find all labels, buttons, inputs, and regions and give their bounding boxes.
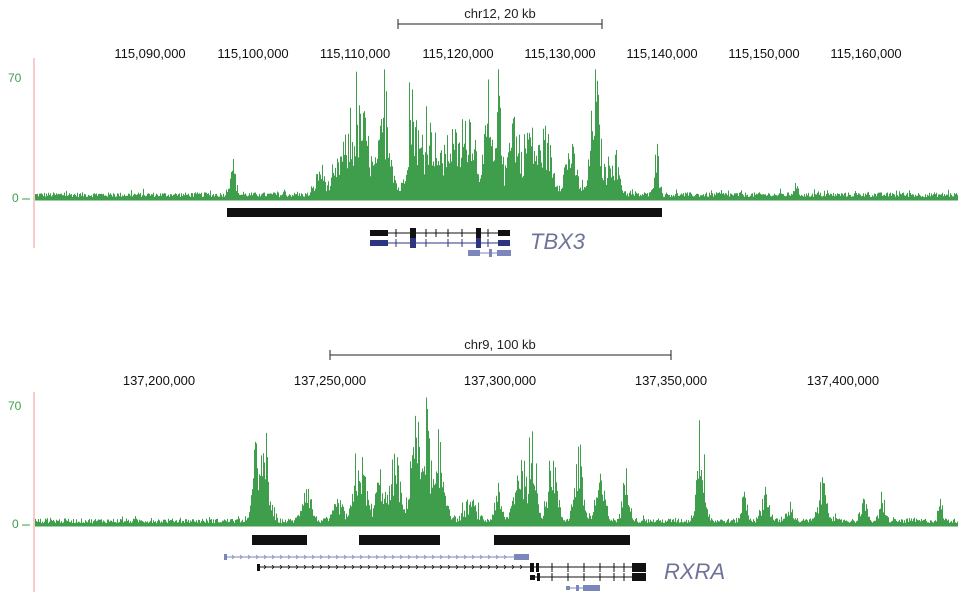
peak-region xyxy=(252,535,307,545)
coordinate-tick: 115,160,000 xyxy=(830,46,901,61)
transcript-4 xyxy=(566,585,600,591)
signal-profile xyxy=(35,398,958,527)
coordinate-tick: 115,130,000 xyxy=(524,46,595,61)
coordinate-axis: 137,200,000 137,250,000 137,300,000 137,… xyxy=(123,373,879,388)
transcript-2 xyxy=(370,238,510,248)
coordinate-tick: 115,140,000 xyxy=(626,46,697,61)
coordinate-tick: 137,400,000 xyxy=(807,373,879,388)
coordinate-tick: 137,250,000 xyxy=(294,373,366,388)
coordinate-tick: 115,110,000 xyxy=(320,46,390,61)
transcript-1 xyxy=(370,228,510,238)
scale-label: chr12, 20 kb xyxy=(464,6,536,21)
coordinate-tick: 115,150,000 xyxy=(728,46,799,61)
signal-profile xyxy=(35,69,958,200)
transcript-3 xyxy=(468,249,511,257)
coordinate-tick: 137,350,000 xyxy=(635,373,707,388)
signal-track xyxy=(35,398,958,527)
y-max-label: 70 xyxy=(8,399,22,413)
peak-region xyxy=(494,535,630,545)
coordinate-tick: 115,100,000 xyxy=(217,46,288,61)
gene-label: TBX3 xyxy=(530,229,586,254)
transcript-2 xyxy=(257,563,646,572)
y-min-label: 0 xyxy=(12,517,19,531)
signal-track xyxy=(35,69,958,200)
gene-model-tbx3 xyxy=(370,228,511,257)
peak-regions xyxy=(252,535,630,545)
gene-model-rxra xyxy=(224,554,646,591)
coordinate-tick: 137,200,000 xyxy=(123,373,195,388)
coordinate-tick: 115,090,000 xyxy=(114,46,185,61)
scale-label: chr9, 100 kb xyxy=(464,337,536,352)
panel-tbx3: chr12, 20 kb 115,090,000 115,100,000 115… xyxy=(8,6,958,257)
coordinate-tick: 115,120,000 xyxy=(422,46,493,61)
peak-region xyxy=(227,208,662,217)
transcript-1 xyxy=(224,554,529,560)
coordinate-tick: 137,300,000 xyxy=(464,373,536,388)
coordinate-axis: 115,090,000 115,100,000 115,110,000 115,… xyxy=(114,46,901,61)
panel-rxra: chr9, 100 kb 137,200,000 137,250,000 137… xyxy=(8,337,958,592)
transcript-3 xyxy=(530,573,646,581)
y-min-label: 0 xyxy=(12,191,19,205)
peak-region xyxy=(359,535,440,545)
y-max-label: 70 xyxy=(8,71,22,85)
gene-label: RXRA xyxy=(664,559,725,584)
